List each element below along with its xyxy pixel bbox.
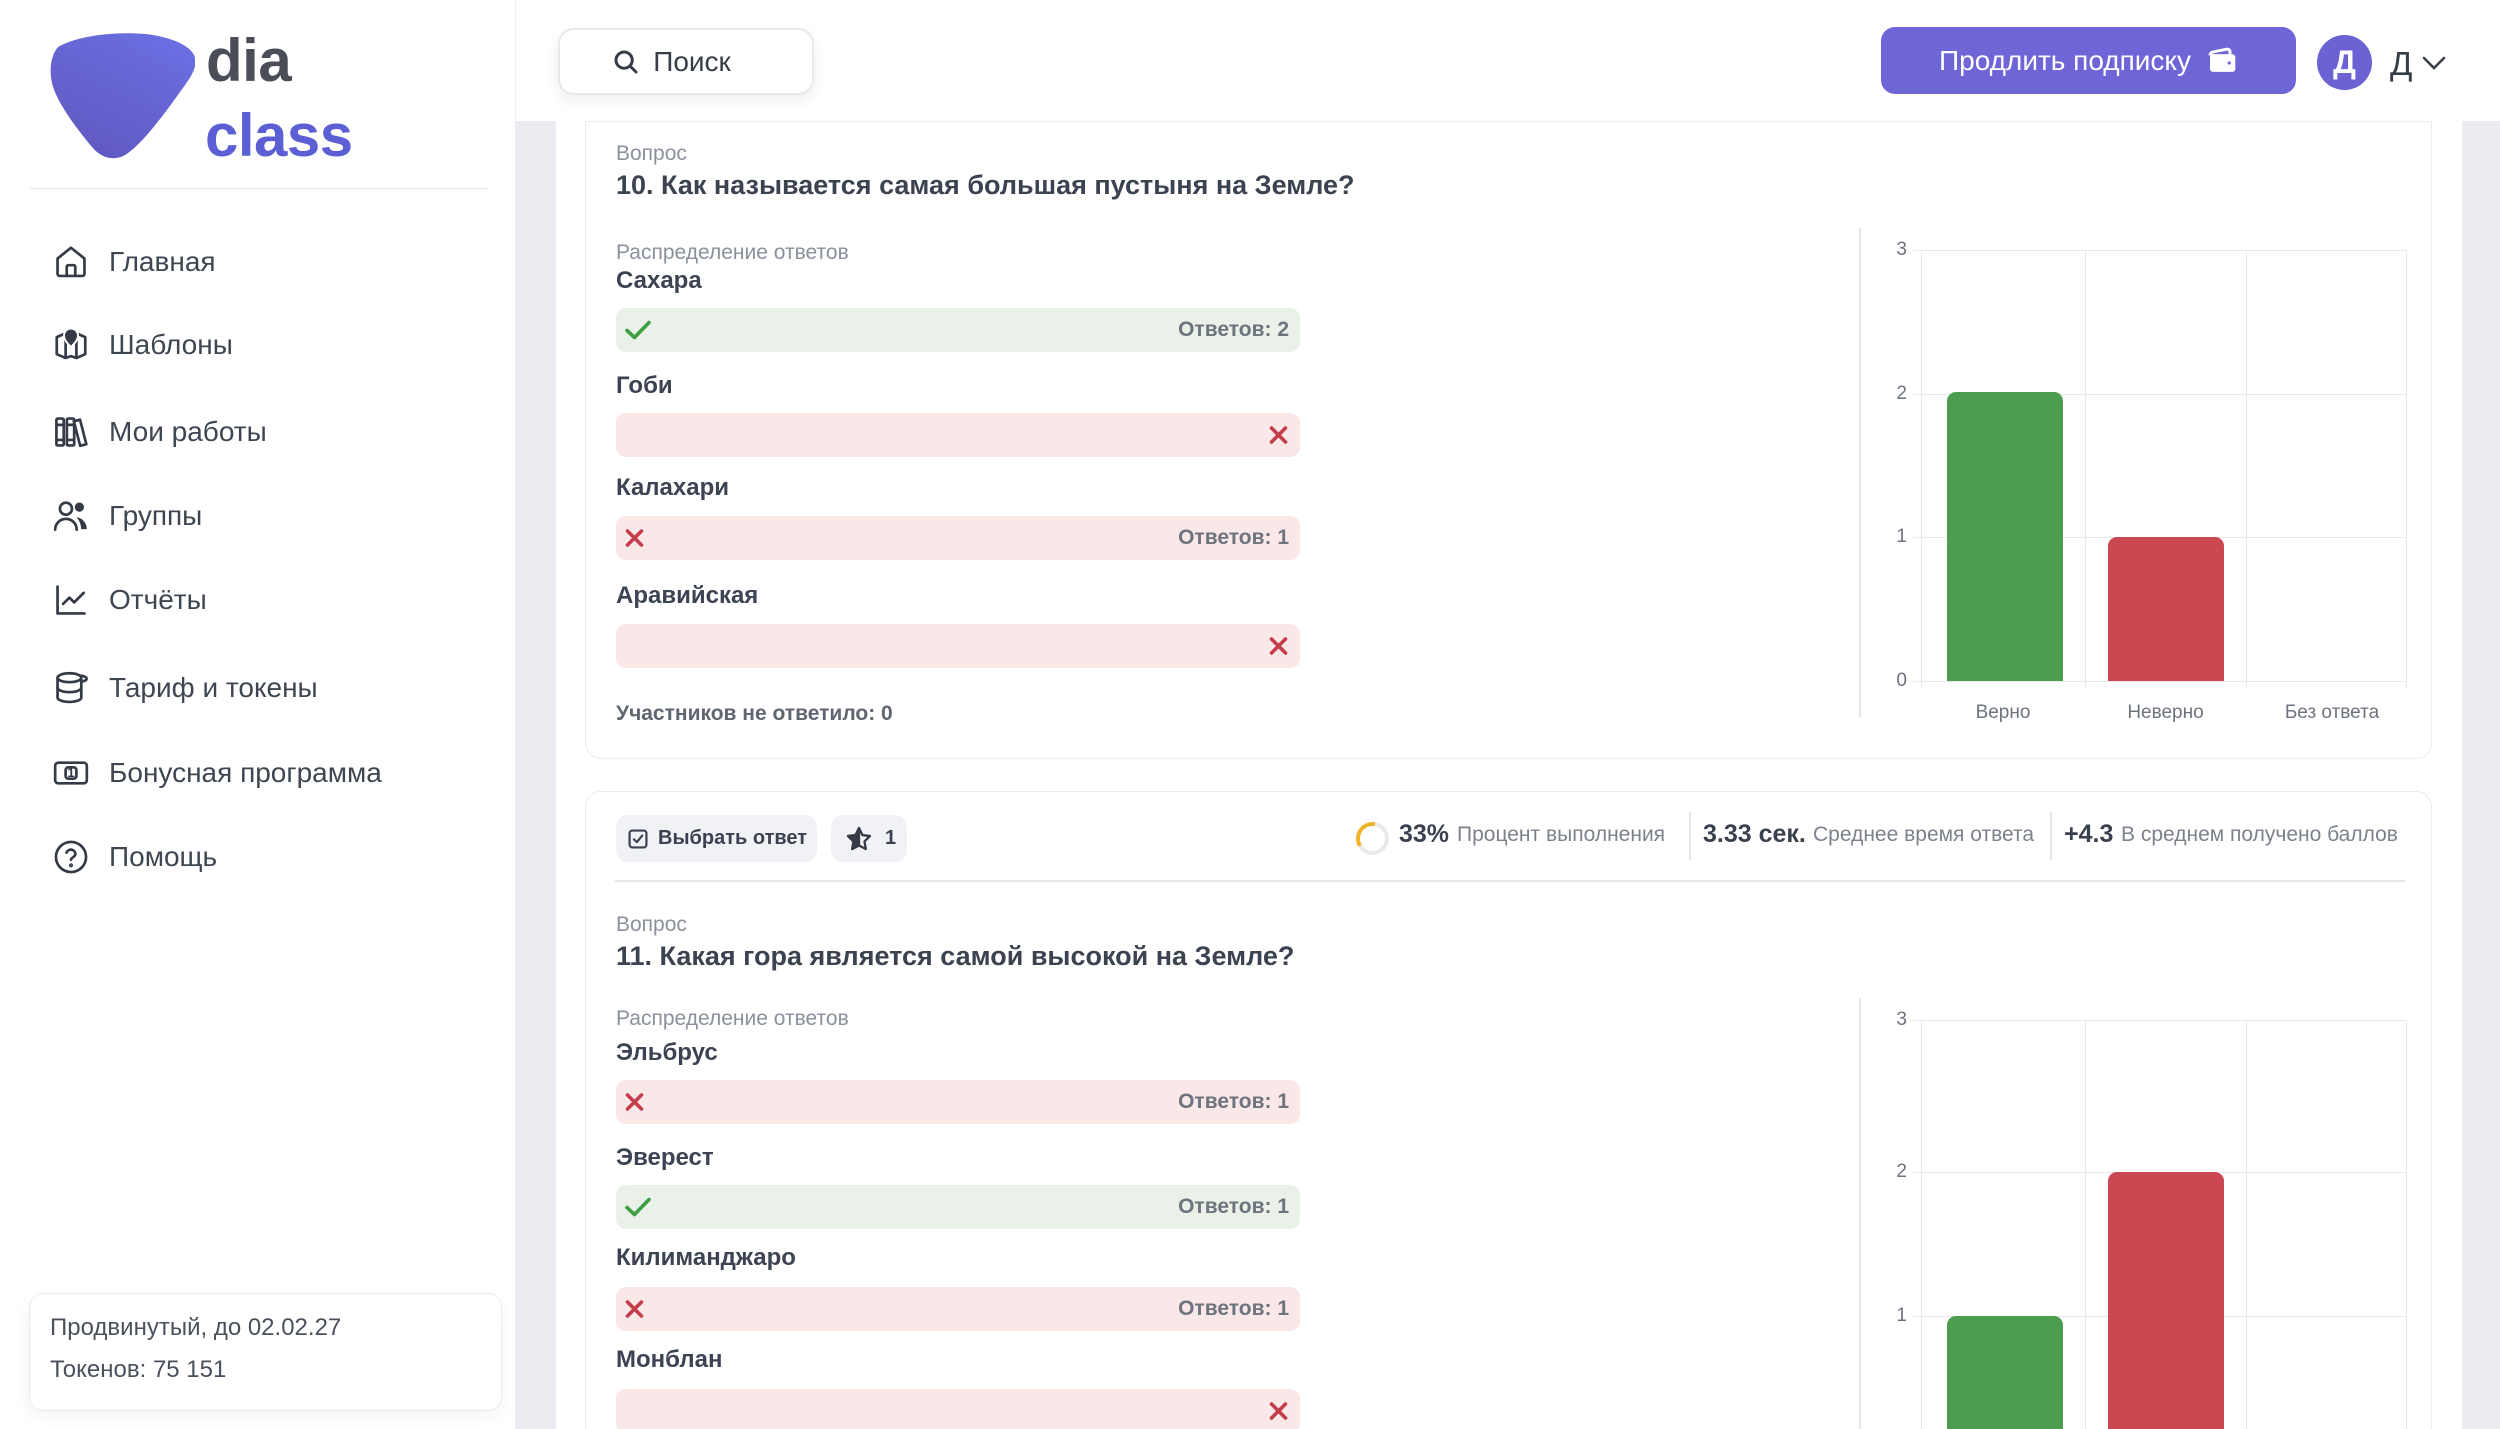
- svg-text:1: 1: [67, 765, 75, 780]
